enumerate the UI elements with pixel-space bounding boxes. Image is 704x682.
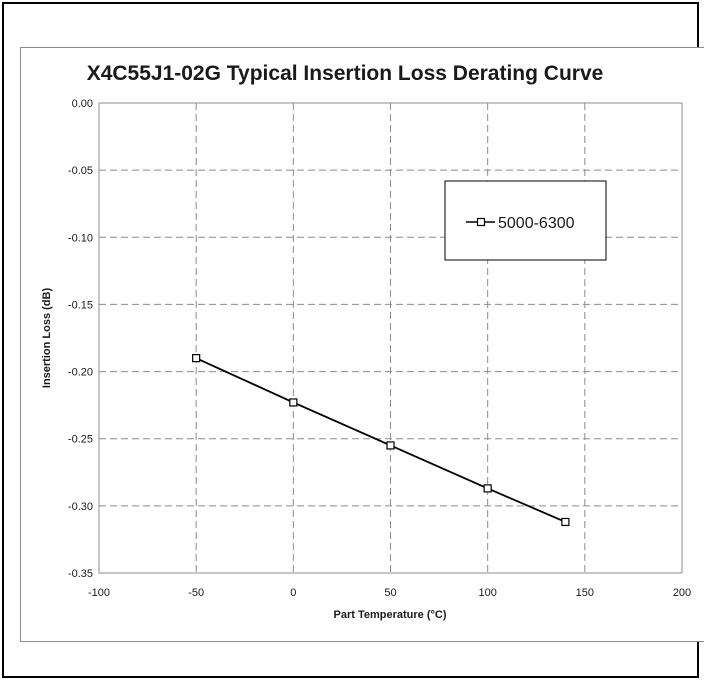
data-point [386, 441, 395, 450]
x-tick-label: 0 [290, 587, 296, 599]
x-tick-label: 100 [478, 587, 496, 599]
data-point [483, 484, 492, 493]
x-axis-ticks: -100 -50 0 50 100 150 200 [88, 587, 691, 599]
legend-label: 5000-6300 [498, 215, 575, 232]
x-tick-label: 50 [384, 587, 396, 599]
data-point [561, 517, 570, 527]
legend-marker [476, 217, 486, 227]
y-axis-label: Insertion Loss (dB) [41, 288, 53, 389]
y-tick-label: -0.10 [68, 232, 93, 244]
legend-box [444, 180, 607, 261]
y-tick-label: -0.15 [68, 299, 93, 311]
data-point [192, 354, 201, 363]
x-axis-label: Part Temperature (°C) [334, 609, 447, 621]
y-tick-label: 0.00 [72, 98, 93, 110]
y-tick-label: -0.30 [68, 501, 93, 513]
x-tick-label: -100 [88, 587, 110, 599]
y-tick-label: -0.35 [68, 568, 93, 580]
legend: 5000-6300 [444, 180, 607, 261]
grid [98, 102, 683, 574]
y-tick-label: -0.20 [68, 367, 93, 379]
y-tick-label: -0.25 [68, 434, 93, 446]
series-layer [192, 354, 570, 527]
chart-title: X4C55J1-02G Typical Insertion Loss Derat… [87, 62, 604, 85]
series-line [195, 357, 566, 523]
data-point [289, 398, 298, 407]
x-tick-label: 150 [576, 587, 594, 599]
y-tick-label: -0.05 [68, 165, 93, 177]
x-tick-label: -50 [188, 587, 204, 599]
chart-area [20, 47, 704, 642]
y-axis-ticks: 0.00 -0.05 -0.10 -0.15 -0.20 -0.25 -0.30 -0.35 [68, 98, 93, 580]
x-tick-label: 200 [673, 587, 691, 599]
